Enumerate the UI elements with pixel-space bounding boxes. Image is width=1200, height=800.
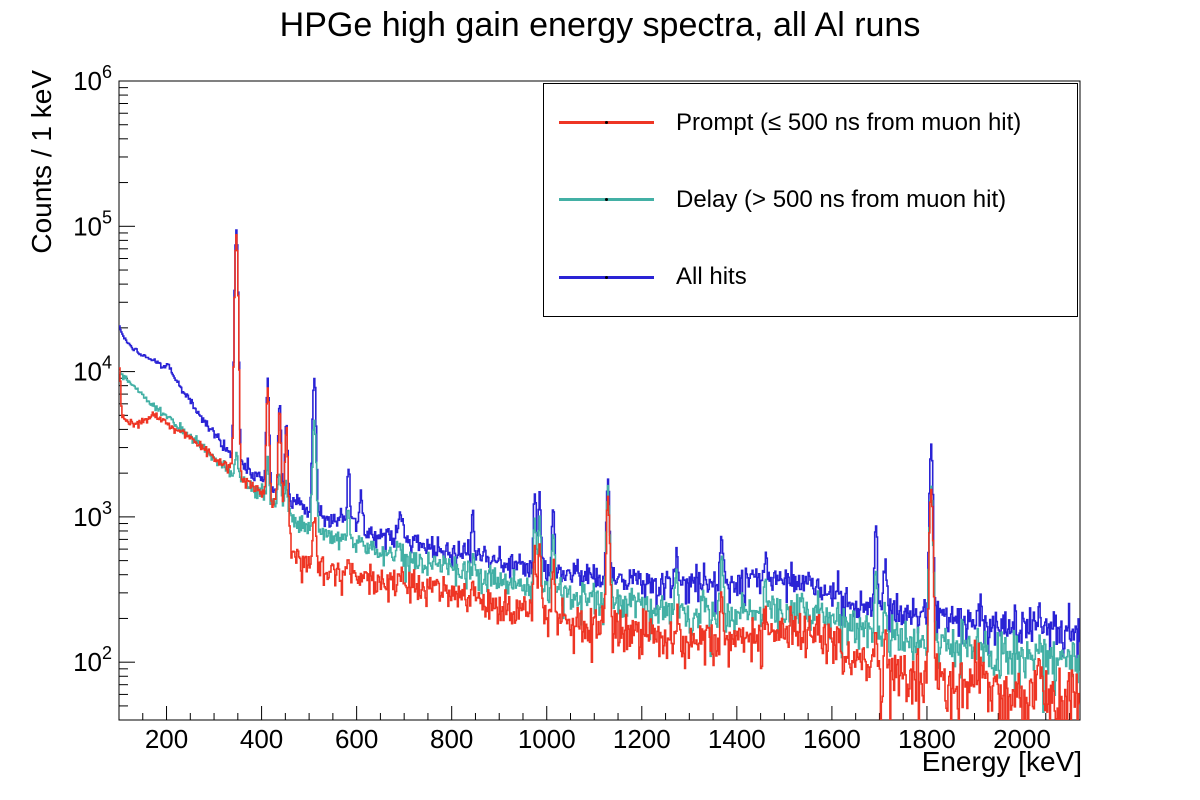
legend-marker-dot	[605, 121, 608, 125]
svg-text:103: 103	[73, 498, 112, 532]
legend-label-delay: Delay (> 500 ns from muon hit)	[676, 185, 1007, 213]
svg-text:1800: 1800	[898, 724, 956, 754]
chart-title: HPGe high gain energy spectra, all Al ru…	[279, 6, 921, 44]
legend-label-all-hits: All hits	[676, 263, 747, 291]
svg-text:1600: 1600	[803, 724, 861, 754]
svg-text:2000: 2000	[993, 724, 1051, 754]
legend-line-sample-all-hits	[559, 275, 654, 279]
legend-item-all-hits: All hits	[544, 239, 1077, 315]
svg-text:200: 200	[145, 724, 188, 754]
legend-item-prompt: Prompt (≤ 500 ns from muon hit)	[544, 85, 1077, 161]
svg-text:104: 104	[73, 353, 112, 387]
svg-text:106: 106	[73, 62, 112, 96]
legend-marker-dot	[605, 198, 608, 202]
svg-text:105: 105	[73, 207, 112, 241]
svg-text:1000: 1000	[518, 724, 576, 754]
svg-text:800: 800	[430, 724, 473, 754]
svg-text:600: 600	[335, 724, 378, 754]
svg-text:102: 102	[73, 643, 112, 677]
legend-marker-dot	[605, 275, 608, 279]
legend-line-sample-prompt	[559, 121, 654, 125]
svg-text:1400: 1400	[708, 724, 766, 754]
legend-label-prompt: Prompt (≤ 500 ns from muon hit)	[676, 108, 1022, 136]
legend-line-sample-delay	[559, 198, 654, 202]
legend-item-delay: Delay (> 500 ns from muon hit)	[544, 162, 1077, 238]
x-axis-title: Energy [keV]	[921, 746, 1082, 777]
legend: Prompt (≤ 500 ns from muon hit) Delay (>…	[543, 83, 1078, 317]
y-axis-title: Counts / 1 keV	[26, 70, 57, 254]
svg-text:1200: 1200	[613, 724, 671, 754]
svg-text:400: 400	[240, 724, 283, 754]
